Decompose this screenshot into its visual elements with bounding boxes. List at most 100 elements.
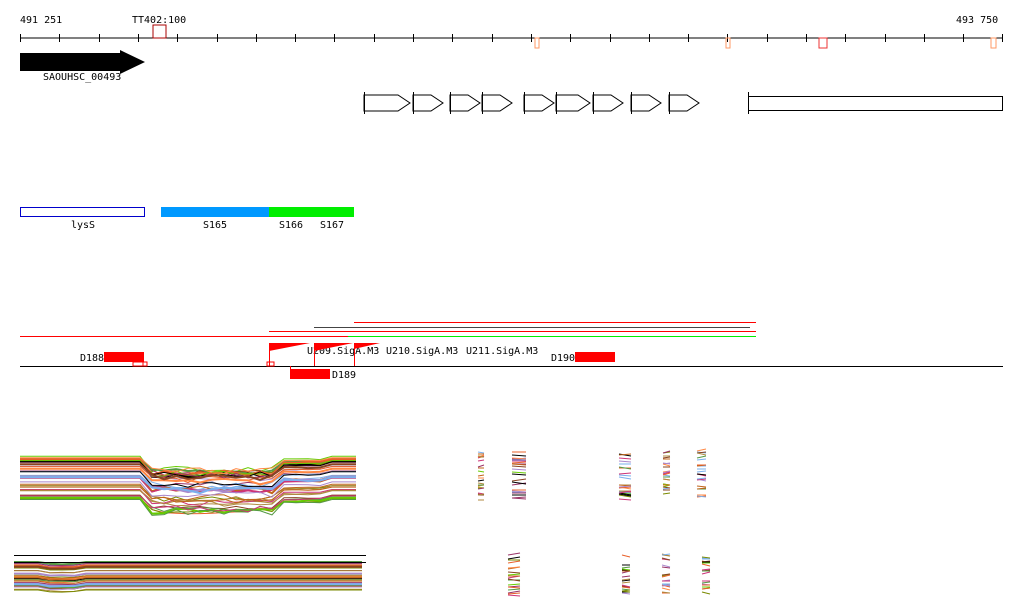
orf-arrow[interactable]: [481, 94, 513, 112]
site-marker[interactable]: [818, 37, 828, 49]
expression-column-line: [621, 589, 631, 592]
expression-line: [20, 471, 356, 488]
expression-column-line: [511, 461, 527, 464]
promoter-label: U211.SigA.M3: [466, 346, 538, 357]
orf-arrow[interactable]: [412, 94, 444, 112]
orf-arrow[interactable]: [592, 94, 624, 112]
feature-track: lysS S165 S166 S167: [20, 207, 354, 231]
expression-column-line: [621, 575, 631, 578]
orf-arrow[interactable]: [630, 94, 662, 112]
expression-line: [20, 490, 356, 507]
orf-arrow[interactable]: [668, 94, 700, 112]
terminator-label: TT402:100: [132, 15, 186, 26]
expression-column-line: [701, 556, 711, 559]
segment-D190[interactable]: [575, 352, 615, 362]
expression-column-line: [661, 584, 671, 587]
expression-line: [14, 582, 362, 586]
expression-column-line: [507, 583, 521, 586]
expression-column-line: [477, 451, 485, 454]
expression-column-line: [621, 568, 631, 571]
expression-column-line: [511, 490, 527, 493]
expression-column-line: [621, 586, 631, 589]
expression-column-line: [618, 474, 632, 477]
terminator-marker[interactable]: [152, 24, 167, 39]
expression-line: [14, 578, 362, 582]
expression-line: [14, 567, 362, 571]
gene-label: SAOUHSC_00493: [43, 72, 121, 83]
expression-column-line: [618, 498, 632, 501]
expression-column-line: [507, 552, 521, 556]
expression-line: [14, 585, 362, 590]
expression-column-line: [477, 493, 485, 496]
promoter-U211[interactable]: U211.SigA.M3: [354, 343, 538, 366]
promoter-U210[interactable]: U210.SigA.M3: [314, 343, 458, 366]
ruler-start-label: 491 251: [20, 15, 62, 26]
segment-marker: [142, 361, 148, 367]
site-marker[interactable]: [534, 37, 540, 49]
expression-column-line: [696, 495, 707, 498]
expression-column-line: [701, 571, 711, 575]
expression-line: [20, 483, 356, 501]
expression-column-line: [662, 478, 671, 481]
promoter-label: U209.SigA.M3: [307, 346, 379, 357]
expression-column-line: [621, 554, 631, 558]
expression-column-line: [511, 463, 527, 466]
expression-column-line: [618, 476, 632, 480]
promoter-label: U210.SigA.M3: [386, 346, 458, 357]
expression-column-line: [662, 470, 671, 474]
expression-column-line: [507, 592, 521, 595]
expression-column-line: [661, 557, 671, 561]
expression-column-line: [477, 487, 485, 490]
expression-column-line: [511, 481, 527, 485]
gene-SAOUHSC_00493[interactable]: SAOUHSC_00493: [20, 50, 145, 83]
feature-lysS[interactable]: [20, 207, 145, 217]
expression-column-line: [507, 556, 521, 560]
expression-line: [20, 499, 356, 516]
expression-column-line: [662, 471, 671, 475]
expression-line: [20, 476, 356, 495]
expression-line: [14, 586, 362, 590]
expression-column-line: [507, 588, 521, 591]
expression-column-line: [618, 486, 632, 489]
ruler-end-label: 493 750: [956, 15, 998, 26]
expression-line: [14, 575, 362, 579]
orf-arrow[interactable]: [449, 94, 481, 112]
gene-arrow[interactable]: [20, 50, 145, 74]
expression-line: [14, 580, 362, 584]
expression-column-line: [477, 464, 485, 468]
expression-line: [14, 564, 362, 569]
orf-arrow[interactable]: [555, 94, 591, 112]
site-marker[interactable]: [725, 37, 731, 49]
orf-arrow[interactable]: [363, 94, 411, 112]
expression-column-line: [511, 473, 527, 476]
expression-column-line: [618, 494, 632, 498]
expression-profile-tracks: [14, 448, 711, 597]
segment-D189[interactable]: [290, 369, 330, 379]
orf-box[interactable]: [748, 96, 1003, 111]
expression-column-line: [661, 566, 671, 569]
expression-column-line: [661, 574, 671, 578]
expression-column-line: [701, 591, 711, 595]
expression-column-line: [696, 478, 707, 481]
segment-label-D188: D188: [80, 353, 104, 364]
expression-line: [20, 481, 356, 498]
segment-D188[interactable]: [104, 352, 144, 362]
expression-column-line: [507, 578, 521, 582]
expression-column-line: [507, 590, 521, 594]
orf-arrow[interactable]: [523, 94, 555, 112]
expression-column-line: [618, 472, 632, 475]
expression-line: [14, 579, 362, 583]
expression-column-line: [661, 553, 671, 556]
expression-line: [20, 494, 356, 510]
site-marker[interactable]: [990, 37, 997, 49]
expression-column-line: [696, 477, 707, 480]
expression-column-line: [477, 474, 485, 477]
feature-S165[interactable]: [161, 207, 269, 217]
expression-column-line: [701, 587, 711, 590]
promoter-U209[interactable]: U209.SigA.M3: [269, 343, 379, 366]
feature-S166-S167[interactable]: [269, 207, 354, 217]
expression-line: [20, 489, 356, 506]
feature-label-S165: S165: [203, 220, 227, 231]
expression-column-line: [477, 470, 485, 473]
